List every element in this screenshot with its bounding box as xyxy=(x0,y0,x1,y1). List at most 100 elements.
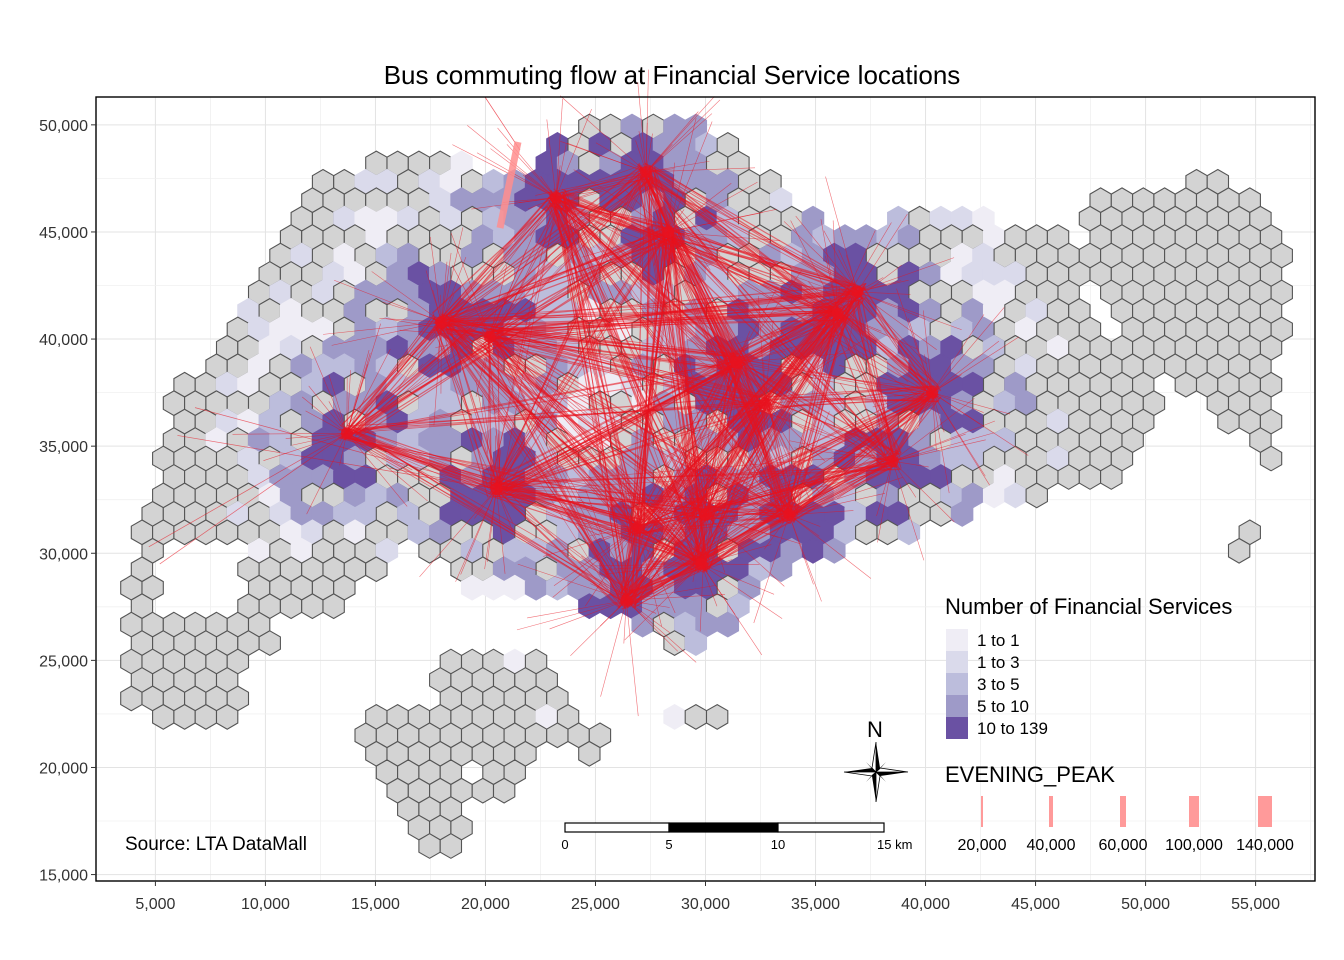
flow-line xyxy=(485,308,843,333)
flow-line xyxy=(637,527,698,564)
flow-line xyxy=(788,514,872,579)
source-note: Source: LTA DataMall xyxy=(125,834,307,855)
flow-line xyxy=(658,362,737,394)
flow-line xyxy=(876,461,893,517)
flow-line xyxy=(704,464,899,559)
flow-legend-label: 140,000 xyxy=(1236,837,1294,854)
x-tick-label: 10,000 xyxy=(241,896,290,913)
flow-line xyxy=(496,488,588,493)
scale-bar: 0 5 10 15 km xyxy=(561,822,912,852)
flow-hub xyxy=(490,483,503,495)
flow-line xyxy=(496,488,506,574)
fill-legend-swatch xyxy=(946,651,968,673)
commuting-flow-layer xyxy=(148,69,1029,717)
flow-line xyxy=(751,403,766,488)
flow-line xyxy=(837,230,876,314)
flow-line xyxy=(346,433,412,466)
flow-line xyxy=(309,346,348,434)
flow-line xyxy=(700,563,783,619)
flow-line xyxy=(355,370,739,432)
flow-line xyxy=(672,227,862,297)
flow-line xyxy=(742,403,766,433)
flow-line xyxy=(646,160,710,173)
flow-line xyxy=(557,197,638,531)
flow-line xyxy=(705,467,737,515)
flow-line xyxy=(559,95,647,173)
y-tick-label: 25,000 xyxy=(39,653,88,670)
flow-line xyxy=(626,600,678,652)
scale-label-15km: 15 km xyxy=(877,837,912,852)
flow-line xyxy=(788,514,822,602)
y-tick-label: 50,000 xyxy=(39,118,88,135)
flow-line xyxy=(434,237,671,325)
flow-line xyxy=(433,321,442,426)
flow-line xyxy=(681,454,706,515)
flow-line xyxy=(846,460,893,472)
flow-line xyxy=(653,166,795,523)
flow-line xyxy=(460,488,497,575)
flow-line xyxy=(643,386,939,535)
flow-line xyxy=(791,389,936,519)
flow-line xyxy=(346,348,391,434)
flow-line xyxy=(353,343,495,429)
flow-line xyxy=(263,433,347,461)
flow-line xyxy=(908,318,933,393)
flow-line xyxy=(441,321,486,369)
flow-line xyxy=(689,514,702,565)
flow-line xyxy=(892,461,925,561)
flow-line xyxy=(441,261,448,322)
flow-line xyxy=(789,510,854,516)
flow-line xyxy=(346,323,381,434)
flow-line xyxy=(637,527,680,548)
flow-legend-title: EVENING_PEAK xyxy=(945,762,1115,787)
flow-line xyxy=(355,180,644,437)
flow-line xyxy=(555,179,628,198)
flow-line xyxy=(705,464,813,515)
flow-line xyxy=(487,336,491,454)
flow-line xyxy=(788,514,820,537)
flow-line xyxy=(638,165,832,321)
flow-line xyxy=(699,356,731,521)
flow-line xyxy=(932,392,984,413)
flow-line xyxy=(649,231,669,328)
flow-line xyxy=(667,231,689,293)
flow-line xyxy=(471,434,497,490)
flow-line xyxy=(665,235,769,406)
flow-hub xyxy=(699,508,712,521)
flow-line xyxy=(440,321,442,394)
hexagon-cell xyxy=(1259,445,1283,472)
x-tick-label: 35,000 xyxy=(791,896,840,913)
flow-line xyxy=(931,392,990,486)
flow-line xyxy=(788,514,814,585)
flow-line xyxy=(626,559,733,601)
x-axis-ticks: 5,000 10,000 15,000 20,000 25,000 30,000 35,00… xyxy=(135,881,1280,913)
flow-line xyxy=(666,225,796,514)
flow-line xyxy=(664,227,862,290)
flow-line xyxy=(443,293,862,319)
flow-line xyxy=(435,329,630,523)
flow-hub xyxy=(730,356,743,369)
flow-line xyxy=(475,379,497,490)
flow-line xyxy=(308,385,348,434)
flow-line xyxy=(649,165,700,511)
flow-line xyxy=(346,370,351,434)
flow-line xyxy=(626,585,716,601)
flow-line xyxy=(931,336,1020,393)
flow-line xyxy=(635,527,638,581)
flow-legend-label: 40,000 xyxy=(1027,837,1076,854)
flow-line xyxy=(434,320,842,326)
flow-line xyxy=(194,407,497,490)
flow-line xyxy=(823,313,838,391)
hexagon-cell xyxy=(492,777,516,804)
flow-line xyxy=(563,194,641,536)
flow-line xyxy=(736,362,819,419)
flow-line xyxy=(624,563,702,641)
flow-line xyxy=(441,252,452,322)
flow-line xyxy=(775,286,838,314)
flow-line xyxy=(600,600,627,697)
flow-hub xyxy=(631,521,644,534)
flow-line xyxy=(825,255,838,314)
flow-line xyxy=(788,465,875,515)
hexagon-cell xyxy=(684,630,708,657)
flow-line xyxy=(441,321,534,379)
